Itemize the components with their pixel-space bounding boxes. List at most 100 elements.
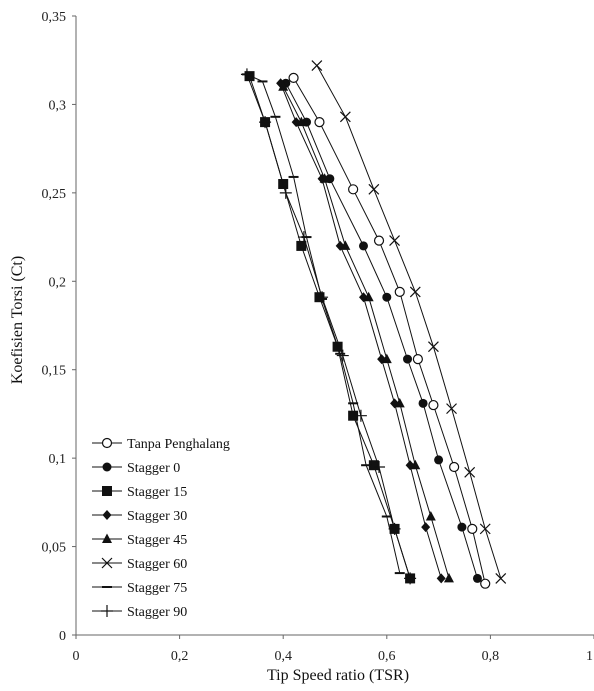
series-line — [282, 86, 450, 579]
plus-marker — [101, 605, 113, 617]
open-circle-marker — [394, 286, 405, 297]
filled-square-marker — [296, 240, 307, 251]
x-tick-label: 0,4 — [274, 649, 292, 664]
filled-circle-marker — [418, 398, 428, 408]
legend-item: Stagger 75 — [92, 581, 187, 596]
filled-circle-marker — [403, 354, 413, 364]
filled-circle-marker — [358, 241, 368, 251]
legend-label: Stagger 60 — [127, 557, 187, 572]
open-circle-marker — [373, 235, 385, 246]
filled-diamond-marker — [102, 510, 112, 520]
legend-item: Stagger 45 — [92, 533, 187, 548]
y-tick-label: 0,1 — [49, 452, 67, 467]
legend-label: Stagger 15 — [127, 485, 187, 500]
legend-label: Tanpa Penghalang — [127, 437, 230, 452]
filled-circle-marker — [102, 462, 112, 472]
x-axis-title: Tip Speed ratio (TSR) — [267, 667, 409, 684]
x-tick-label: 1 — [586, 649, 593, 664]
open-circle-marker — [428, 399, 439, 411]
x-tick-label: 0,6 — [378, 649, 396, 664]
filled-circle-marker — [472, 573, 482, 583]
filled-triangle-marker — [102, 533, 112, 543]
series-layer — [240, 60, 507, 589]
series-line — [293, 77, 486, 584]
open-circle-marker — [314, 117, 325, 128]
x-marker — [409, 286, 421, 298]
y-tick-label: 0,35 — [42, 10, 67, 25]
legend-item: Stagger 60 — [92, 557, 187, 572]
filled-triangle-marker — [363, 291, 374, 302]
series-line — [246, 74, 411, 579]
filled-diamond-marker — [436, 573, 446, 584]
plus-marker — [259, 116, 272, 129]
filled-square-marker — [348, 410, 359, 421]
plus-marker — [354, 409, 367, 422]
plus-marker — [240, 68, 253, 81]
x-marker — [495, 572, 507, 584]
y-tick-label: 0,25 — [42, 187, 67, 202]
series-line — [316, 65, 502, 579]
series-0 — [288, 72, 491, 589]
filled-triangle-marker — [394, 397, 405, 408]
legend-item: Stagger 15 — [92, 485, 187, 500]
series-4 — [278, 81, 454, 583]
x-marker — [389, 235, 400, 247]
open-circle-marker — [288, 72, 299, 84]
filled-triangle-marker — [340, 240, 351, 250]
legend-label: Stagger 75 — [127, 581, 187, 596]
x-tick-label: 0,2 — [171, 649, 189, 664]
filled-triangle-marker — [296, 116, 307, 127]
series-3 — [276, 78, 446, 584]
x-marker — [101, 557, 113, 569]
filled-square-marker — [102, 486, 112, 496]
plus-marker — [316, 291, 329, 304]
filled-triangle-marker — [443, 572, 454, 583]
open-circle-marker — [348, 184, 359, 195]
series-7 — [240, 68, 417, 585]
series-1 — [281, 78, 482, 583]
open-circle-marker — [101, 437, 113, 449]
open-circle-marker — [412, 354, 423, 365]
filled-circle-marker — [382, 292, 392, 302]
plus-marker — [336, 349, 349, 362]
plus-marker — [279, 186, 292, 199]
open-circle-marker — [449, 461, 460, 473]
y-tick-label: 0,15 — [42, 364, 67, 379]
x-marker — [311, 60, 323, 71]
y-axis-title: Koefisien Torsi (Ct) — [9, 256, 26, 384]
series-line — [285, 82, 478, 579]
y-tick-label: 0,3 — [49, 98, 67, 113]
filled-square-marker — [368, 460, 379, 471]
plus-marker — [373, 460, 386, 473]
legend: Tanpa Penghalang Stagger 0 Stagger 15 Stagg… — [92, 437, 230, 620]
legend-item: Stagger 0 — [92, 461, 180, 476]
filled-triangle-marker — [319, 173, 330, 183]
open-circle-marker — [480, 578, 491, 589]
series-6 — [241, 73, 405, 575]
filled-diamond-marker — [421, 522, 431, 533]
x-tick-label: 0 — [73, 649, 80, 664]
series-2 — [244, 71, 416, 584]
open-circle-marker — [467, 523, 478, 534]
x-tick-label: 0,8 — [482, 649, 500, 664]
filled-triangle-marker — [410, 459, 421, 470]
x-marker — [479, 523, 491, 535]
filled-triangle-marker — [381, 353, 392, 364]
plus-marker — [297, 231, 310, 244]
x-marker — [446, 403, 457, 415]
y-tick-label: 0 — [59, 629, 66, 644]
x-marker — [339, 111, 351, 123]
plus-marker — [404, 572, 417, 585]
filled-square-marker — [244, 71, 255, 82]
legend-item: Stagger 30 — [92, 509, 187, 524]
legend-item: Stagger 90 — [92, 605, 187, 620]
x-marker — [427, 341, 439, 353]
y-tick-label: 0,2 — [49, 275, 67, 290]
x-marker — [464, 466, 476, 478]
legend-label: Stagger 30 — [127, 509, 187, 524]
filled-circle-marker — [457, 522, 467, 532]
legend-item: Tanpa Penghalang — [92, 437, 230, 452]
filled-triangle-marker — [278, 81, 289, 91]
filled-circle-marker — [434, 455, 444, 465]
